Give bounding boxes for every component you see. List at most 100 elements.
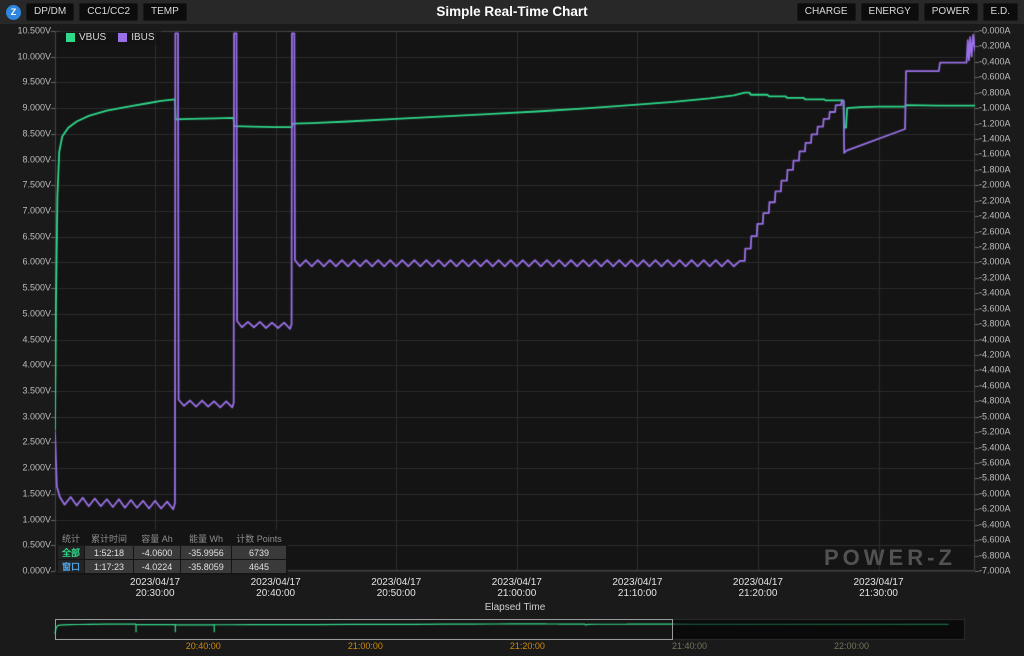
left-axis-label: 9.000V — [22, 102, 51, 113]
left-axis-label: 1.000V — [22, 514, 51, 525]
toolbar-button-temp[interactable]: TEMP — [143, 3, 187, 21]
x-axis-tick-label: 2023/04/17 20:30:00 — [130, 577, 181, 599]
right-axis-label: -3.800A — [979, 318, 1011, 329]
stats-window-points: 4645 — [232, 560, 287, 573]
stats-header-capacity: 容量 Ah — [141, 534, 173, 544]
chart-legend: VBUS IBUS — [60, 30, 161, 45]
right-axis-label: -6.800A — [979, 550, 1011, 561]
toolbar-button-cc1cc2[interactable]: CC1/CC2 — [79, 3, 139, 21]
x-axis-tick-label: 2023/04/17 20:50:00 — [371, 577, 422, 599]
stats-header-row: 统计 累计时间 容量 Ah 能量 Wh 计数 Points — [58, 532, 286, 545]
right-axis-label: -6.600A — [979, 534, 1011, 545]
right-axis-label: -1.600A — [979, 148, 1011, 159]
navigator-time-label: 21:40:00 — [671, 641, 708, 651]
right-axis-label: -5.600A — [979, 457, 1011, 468]
left-axis-label: 4.500V — [22, 334, 51, 345]
right-axis-label: -3.000A — [979, 256, 1011, 267]
left-axis-label: 2.500V — [22, 436, 51, 447]
stats-all-capacity: -4.0600 — [134, 546, 181, 559]
stats-all-energy: -35.9956 — [181, 546, 232, 559]
right-axis-label: -2.400A — [979, 210, 1011, 221]
navigator-time-label: 22:00:00 — [834, 641, 870, 651]
ibus-color-swatch — [118, 33, 128, 42]
left-axis-label: 8.000V — [22, 154, 51, 165]
app-logo-icon[interactable]: Z — [6, 4, 21, 20]
right-axis-label: -7.000A — [979, 565, 1011, 576]
left-axis-label: 0.500V — [22, 539, 51, 550]
left-axis-label: 5.500V — [22, 282, 51, 293]
x-axis-tick-label: 2023/04/17 20:40:00 — [250, 577, 301, 599]
right-axis-label: -0.000A — [979, 25, 1011, 36]
top-toolbar: Z DP/DM CC1/CC2 TEMP CHARGE ENERGY POWER… — [0, 0, 1024, 24]
right-axis-label: -6.400A — [979, 519, 1011, 530]
right-axis-label: -6.200A — [979, 503, 1011, 514]
left-axis-label: 6.500V — [22, 231, 51, 242]
toolbar-button-ed[interactable]: E.D. — [982, 3, 1018, 21]
stats-row-all: 全部 1:52:18 -4.0600 -35.9956 6739 — [58, 546, 287, 559]
left-axis-label: 5.000V — [22, 308, 51, 319]
stats-window-energy: -35.8059 — [181, 560, 232, 573]
stats-header-points: 计数 Points — [236, 534, 282, 544]
legend-item-vbus[interactable]: VBUS — [66, 32, 106, 43]
toolbar-button-charge[interactable]: CHARGE — [796, 3, 856, 21]
left-axis-label: 0.000V — [22, 565, 51, 576]
right-axis-label: -4.800A — [979, 395, 1011, 406]
right-axis-label: -4.400A — [979, 364, 1011, 375]
stats-header-elapsed: 累计时间 — [91, 534, 128, 544]
vbus-color-swatch — [66, 33, 75, 42]
right-axis-label: -6.000A — [979, 488, 1011, 499]
toolbar-button-dpdm[interactable]: DP/DM — [26, 3, 75, 21]
right-axis-label: -1.200A — [979, 118, 1011, 129]
statistics-table: 统计 累计时间 容量 Ah 能量 Wh 计数 Points 全部 1:52:18… — [56, 530, 289, 575]
right-axis-label: -4.600A — [979, 380, 1011, 391]
ibus-legend-label: IBUS — [131, 32, 155, 43]
right-axis-label: -5.800A — [979, 472, 1011, 483]
right-axis-label: -3.600A — [979, 303, 1011, 314]
navigator-selection[interactable] — [55, 619, 674, 640]
left-axis-label: 4.000V — [22, 359, 51, 370]
stats-window-capacity: -4.0224 — [134, 560, 181, 573]
navigator-time-label: 21:00:00 — [347, 641, 383, 651]
left-axis-label: 1.500V — [22, 488, 51, 499]
x-axis-title: Elapsed Time — [484, 602, 546, 613]
stats-all-points: 6739 — [232, 546, 287, 559]
toolbar-button-energy[interactable]: ENERGY — [860, 3, 919, 21]
stats-window-label: 窗口 — [58, 560, 85, 573]
right-axis-label: -5.400A — [979, 442, 1011, 453]
stats-header-energy: 能量 Wh — [189, 534, 224, 544]
stats-row-window: 窗口 1:17:23 -4.0224 -35.8059 4645 — [58, 560, 287, 573]
x-axis-tick-label: 2023/04/17 21:10:00 — [612, 577, 663, 599]
right-axis-label: -5.200A — [979, 426, 1011, 437]
right-axis-label: -1.400A — [979, 133, 1011, 144]
stats-all-elapsed: 1:52:18 — [85, 546, 134, 559]
right-axis-label: -2.600A — [979, 226, 1011, 237]
legend-item-ibus[interactable]: IBUS — [118, 32, 155, 43]
right-axis-label: -3.400A — [979, 287, 1011, 298]
left-axis-label: 7.000V — [22, 205, 51, 216]
navigator-time-label: 20:40:00 — [185, 641, 221, 651]
right-axis-label: -0.200A — [979, 40, 1011, 51]
right-axis-label: -2.800A — [979, 241, 1011, 252]
left-axis-label: 7.500V — [22, 179, 51, 190]
right-axis-label: -0.400A — [979, 56, 1011, 67]
toolbar-button-power[interactable]: POWER — [923, 3, 978, 21]
navigator-time-label: 21:20:00 — [509, 641, 545, 651]
watermark-power-z: POWER-Z — [824, 545, 956, 570]
right-axis-label: -5.000A — [979, 411, 1011, 422]
right-axis-label: -3.200A — [979, 272, 1011, 283]
toolbar-right-group: CHARGE ENERGY POWER E.D. — [796, 3, 1018, 21]
right-axis-label: -1.800A — [979, 164, 1011, 175]
x-axis-tick-label: 2023/04/17 21:30:00 — [853, 577, 904, 599]
right-axis-label: -2.000A — [979, 179, 1011, 190]
left-axis-label: 8.500V — [22, 128, 51, 139]
stats-all-label: 全部 — [58, 546, 85, 559]
right-axis-label: -1.000A — [979, 102, 1011, 113]
left-axis-label: 3.500V — [22, 385, 51, 396]
stats-header-stat: 统计 — [62, 534, 81, 544]
left-axis-label: 3.000V — [22, 411, 51, 422]
right-axis-label: -0.600A — [979, 71, 1011, 82]
left-axis-label: 10.500V — [17, 25, 51, 36]
x-axis-tick-label: 2023/04/17 21:00:00 — [491, 577, 542, 599]
stats-window-elapsed: 1:17:23 — [85, 560, 134, 573]
